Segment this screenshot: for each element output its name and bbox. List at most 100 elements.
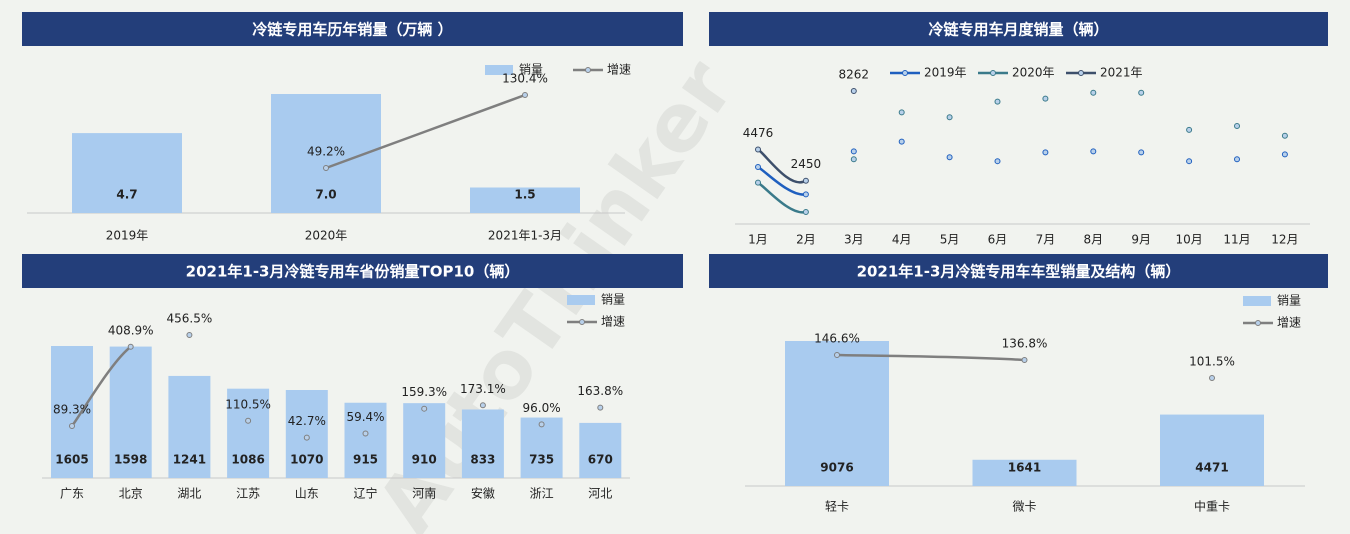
line-point [898,109,905,116]
bar-label: 915 [353,453,378,467]
line-point [994,98,1001,105]
line-label: 59.4% [346,410,384,424]
line-label: 110.5% [225,397,271,411]
chart-title: 冷链专用车历年销量（万辆 ） [252,21,452,39]
line-point [834,352,840,358]
legend-marker [990,70,996,76]
line-label: 159.3% [401,385,447,399]
line-label: 4476 [743,126,774,140]
x-tick-label: 北京 [119,487,143,501]
line-point [850,148,857,155]
x-tick-label: 11月 [1223,233,1250,247]
line-point [479,402,486,409]
legend-label: 销量 [519,63,543,77]
line-point [850,88,857,94]
line-point [755,146,761,153]
line-point [1186,126,1193,133]
panel-header [709,12,1328,46]
line-point [946,154,953,161]
x-tick-label: 江苏 [236,487,260,501]
line-label: 101.5% [1189,355,1235,369]
x-tick-label: 1月 [748,233,768,247]
legend-label: 增速 [601,315,625,329]
bar [520,417,563,478]
line-point [323,165,329,171]
legend-label: 销量 [1277,294,1301,308]
x-tick-label: 10月 [1175,233,1202,247]
x-tick-label: 6月 [988,233,1008,247]
line-point [421,405,428,412]
line-point [597,404,604,411]
legend-marker [902,70,908,76]
line-point [1209,375,1215,381]
bar-label: 1070 [290,453,323,467]
line-point [1186,158,1193,165]
x-tick-label: 2月 [796,233,816,247]
line-label: 136.8% [1002,336,1048,350]
bar-label: 833 [470,453,495,467]
line-label: 130.4% [502,72,548,86]
line-point [755,179,761,186]
line-label: 163.8% [577,384,623,398]
x-tick-label: 轻卡 [825,500,849,514]
bar [51,346,93,478]
line-point [1090,148,1097,155]
line-label: 49.2% [307,145,345,159]
bar [403,403,446,478]
bar-label: 1086 [231,453,264,467]
x-tick-label: 2020年 [305,229,348,243]
panel-header [22,254,683,288]
line-label: 42.7% [288,414,326,428]
line-label: 456.5% [167,312,213,326]
x-tick-label: 2021年1-3月 [488,229,562,243]
legend-marker [1078,70,1084,76]
bar-label: 1241 [173,453,206,467]
legend-label: 2019年 [924,66,967,80]
bar [470,187,580,213]
line-point [1042,149,1049,156]
line-point [538,421,545,428]
bar-label: 4.7 [116,188,137,202]
bar [461,409,504,478]
bar-label: 1598 [114,453,147,467]
line-point [802,191,809,198]
x-tick-label: 河北 [588,487,612,501]
x-tick-label: 5月 [940,233,960,247]
legend-label: 2021年 [1100,66,1143,80]
bar [168,375,211,478]
line-point [1042,95,1049,102]
line-point [186,332,193,338]
line [836,353,1025,362]
chart-title: 2021年1-3月冷链专用车车型销量及结构（辆） [857,263,1181,281]
x-tick-label: 9月 [1131,233,1151,247]
line-point [522,92,528,98]
line-point [69,423,75,430]
line-point [1234,123,1240,130]
bar-label: 9076 [820,461,853,475]
x-tick-label: 2019年 [106,229,149,243]
line-point [1138,149,1145,156]
x-tick-label: 8月 [1083,233,1103,247]
bar [72,133,182,213]
line-label: 96.0% [523,401,561,415]
x-tick-label: 辽宁 [353,486,377,501]
legend-swatch [485,65,513,75]
bar-label: 670 [588,453,613,467]
line-label: 89.3% [53,403,91,417]
bar [344,402,387,478]
line-point [127,343,134,350]
line [757,165,807,196]
x-tick-label: 7月 [1036,233,1056,247]
line-point [1090,89,1097,96]
line-point [303,434,310,441]
line-point [245,417,252,424]
legend-marker [1255,320,1261,326]
x-tick-label: 河南 [412,486,436,501]
bar [785,341,889,486]
legend-label: 2020年 [1012,66,1055,80]
x-tick-label: 广东 [60,487,84,501]
bar-label: 7.0 [315,188,336,202]
legend-swatch [567,295,595,305]
x-tick-label: 山东 [295,487,319,501]
line-point [994,158,1001,165]
